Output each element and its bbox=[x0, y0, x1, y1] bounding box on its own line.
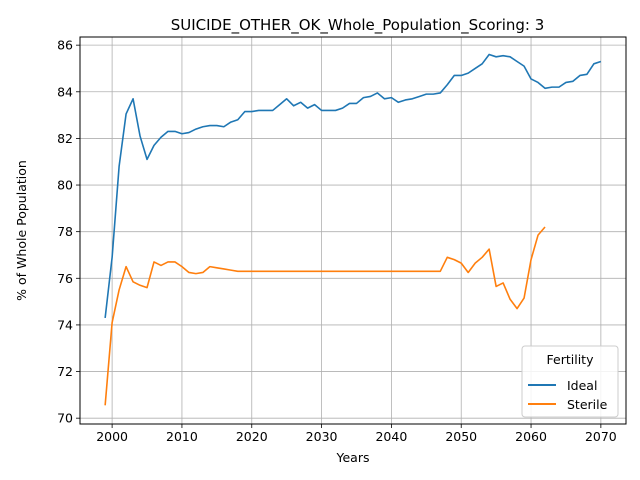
y-tick-label: 84 bbox=[57, 84, 73, 99]
legend: Fertility Ideal Sterile bbox=[521, 345, 619, 418]
x-tick-label: 2000 bbox=[96, 429, 128, 444]
y-tick-label: 86 bbox=[57, 38, 73, 53]
x-tick-label: 2010 bbox=[166, 429, 198, 444]
legend-title: Fertility bbox=[547, 352, 595, 367]
x-tick-label: 2070 bbox=[585, 429, 617, 444]
y-tick-label: 72 bbox=[57, 364, 73, 379]
x-tick-label: 2020 bbox=[236, 429, 268, 444]
axis-ticks: 2000 2010 2020 2030 2040 2050 2060 2070 70 72 74 76… bbox=[57, 38, 617, 444]
y-tick-label: 82 bbox=[57, 131, 73, 146]
y-axis-label: % of Whole Population bbox=[14, 160, 29, 301]
legend-label-sterile: Sterile bbox=[567, 397, 608, 412]
plot-frame bbox=[79, 36, 627, 425]
series-lines bbox=[104, 53, 602, 406]
y-tick-label: 74 bbox=[57, 317, 73, 332]
x-tick-label: 2030 bbox=[306, 429, 338, 444]
y-tick-label: 76 bbox=[57, 271, 73, 286]
y-tick-label: 70 bbox=[57, 411, 73, 426]
y-tick-label: 80 bbox=[57, 178, 73, 193]
legend-frame bbox=[521, 345, 619, 418]
x-tick-label: 2060 bbox=[515, 429, 547, 444]
series-line-sterile bbox=[104, 226, 546, 406]
y-tick-label: 78 bbox=[57, 224, 73, 239]
legend-label-ideal: Ideal bbox=[567, 378, 597, 393]
chart-title: SUICIDE_OTHER_OK_Whole_Population_Scorin… bbox=[171, 16, 545, 35]
x-tick-label: 2050 bbox=[445, 429, 477, 444]
x-tick-label: 2040 bbox=[375, 429, 407, 444]
x-axis-label: Years bbox=[336, 450, 370, 465]
series-line-ideal bbox=[104, 53, 602, 319]
